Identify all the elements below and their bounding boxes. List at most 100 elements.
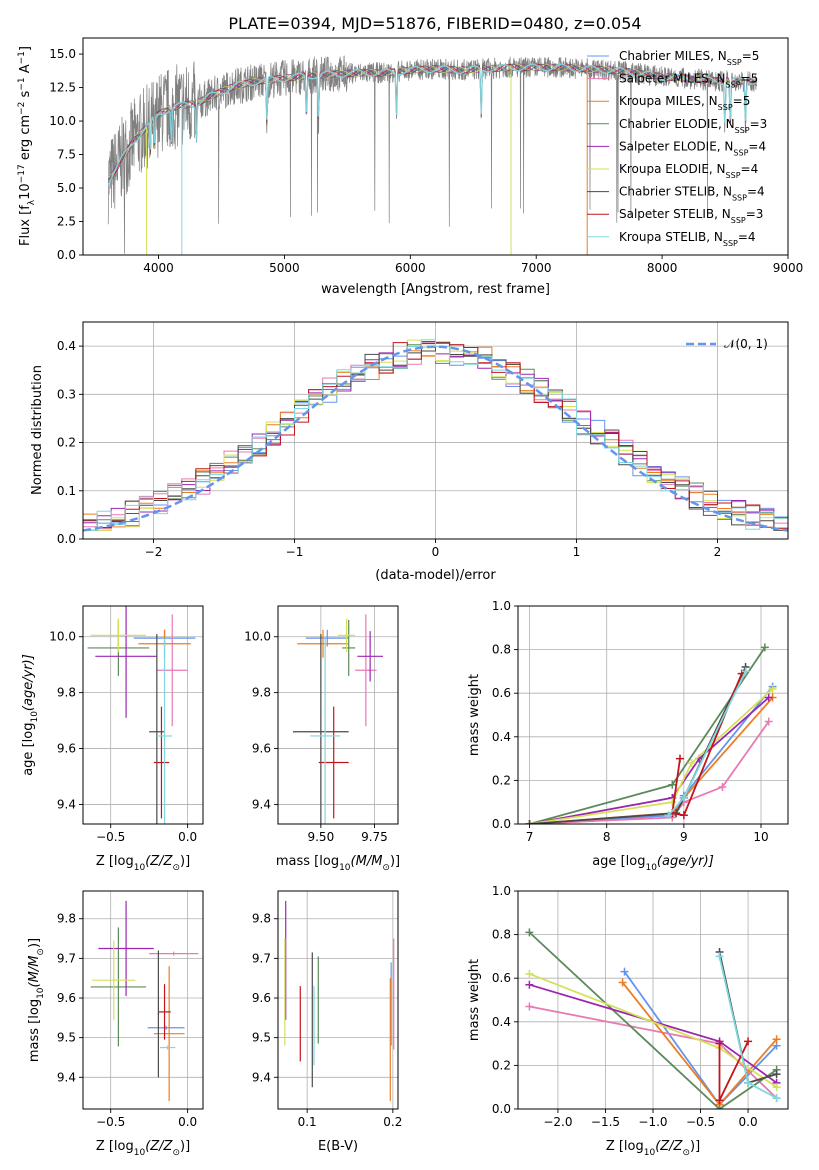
label-part: )]: [690, 1139, 700, 1154]
y-tick-label: 9.4: [57, 797, 76, 811]
axes-frame: [82, 605, 204, 825]
weight-marker: [772, 1083, 781, 1092]
label-part: 10: [36, 987, 46, 999]
y-tick-label: 0.4: [492, 730, 511, 744]
label-part: ⊙: [382, 863, 390, 873]
label-part: Z [log: [96, 1139, 134, 1154]
panel-spectrum: 4000 5000 6000 7000 8000 9000 0.0 2.5 5.0 7.5 10.0…: [17, 37, 804, 297]
label-part: ⊙: [172, 1148, 180, 1158]
legend-entry: Salpeter ELODIE, NSSP=4: [619, 139, 766, 157]
y-tick-label: 0.4: [57, 339, 76, 353]
x-tick-label: 4000: [143, 261, 174, 275]
legend-name: Kroupa ELODIE, N: [619, 162, 726, 176]
y-axis-label: mass [log10(M/M⊙)]: [27, 938, 46, 1062]
label-part: Z [log: [96, 854, 134, 869]
legend-entry: Chabrier MILES, NSSP=5: [619, 49, 759, 67]
label-part: 10: [18, 183, 33, 200]
y-tick-label: 1.0: [492, 599, 511, 613]
y-axis-label: Normed distribution: [30, 365, 45, 495]
x-axis-label: (data-model)/error: [375, 568, 496, 583]
weight-marker: [525, 928, 534, 937]
legend-ssp: SSP: [723, 238, 738, 247]
y-tick-label: 0.0: [57, 532, 76, 546]
legend-ssp: SSP: [732, 193, 747, 202]
legend-name: Salpeter STELIB, N: [619, 207, 731, 221]
plot-area: [83, 606, 203, 824]
weight-marker: [525, 1002, 534, 1011]
legend-name: Chabrier STELIB, N: [619, 185, 732, 199]
y-tick-label: 9.5: [57, 1031, 76, 1045]
x-tick-label: −0.5: [96, 830, 125, 844]
weight-marker: [744, 1037, 753, 1046]
label-part: −17: [17, 164, 27, 183]
label-part: 10: [339, 863, 351, 873]
x-tick-label: 9000: [773, 261, 804, 275]
weight-marker: [525, 969, 534, 978]
y-tick-label: 10.0: [49, 114, 76, 128]
y-tick-label: 0.8: [492, 928, 511, 942]
weight-marker: [715, 1096, 724, 1105]
x-tick-label: 0.2: [383, 1115, 402, 1129]
plot-content: [525, 643, 777, 824]
y-axis-label: age [log10(age/yr)]: [21, 654, 40, 776]
label-part: ⊙: [172, 863, 180, 873]
weight-marker: [772, 1094, 781, 1103]
x-tick-label: −1.5: [591, 1115, 620, 1129]
plot-content: [90, 900, 199, 1102]
y-tick-label: 0.2: [57, 436, 76, 450]
x-axis-label: Z [log10(Z/Z⊙)]: [96, 854, 190, 873]
x-axis-label: mass [log10(M/M⊙)]: [276, 854, 400, 873]
y-tick-label: 0.2: [492, 773, 511, 787]
weight-marker: [768, 684, 777, 693]
weight-marker: [764, 693, 773, 702]
panel-mass_vs_Z: −0.5 0.09.49.59.69.79.8Z [log10(Z/Z⊙)]mas…: [27, 890, 204, 1158]
y-tick-label: 0.4: [492, 1015, 511, 1029]
weight-marker: [668, 798, 677, 807]
panel-mass_vs_EBV: 0.1 0.2 9.4 9.5 9.6 9.7 9.8 E(B-V): [252, 890, 402, 1154]
legend-entry: Kroupa STELIB, NSSP=4: [619, 230, 756, 248]
x-tick-label: 0.0: [178, 1115, 197, 1129]
model-spectrum: [107, 63, 757, 181]
legend-ssp: SSP: [733, 148, 748, 157]
weight-marker: [525, 820, 534, 824]
label-part: erg cm: [18, 115, 33, 164]
y-tick-label: 5.0: [57, 181, 76, 195]
x-tick-label: −1.0: [638, 1115, 667, 1129]
legend-name: Kroupa STELIB, N: [619, 230, 723, 244]
label-part: A: [18, 64, 33, 77]
weight-marker: [764, 717, 773, 726]
y-axis-label: mass weight: [467, 959, 482, 1041]
model-spectrum: [107, 63, 757, 186]
y-tick-label: 15.0: [49, 47, 76, 61]
legend-ssp: SSP: [718, 103, 733, 112]
model-spectrum: [107, 63, 757, 180]
y-tick-label: 0.0: [57, 248, 76, 262]
legend-entry: Salpeter MILES, NSSP=5: [619, 72, 758, 90]
y-tick-label: 0.0: [492, 817, 511, 831]
legend-ssp: SSP: [726, 80, 741, 89]
axes-frame: [82, 37, 789, 256]
y-tick-label: 0.2: [492, 1058, 511, 1072]
label-part: (Z/Z: [655, 1139, 683, 1154]
x-tick-label: 8000: [647, 261, 678, 275]
panel-age_vs_Z: −0.5 0.09.49.69.810.0Z [log10(Z/Z⊙)]age […: [21, 605, 204, 873]
legend-nssp: =4: [741, 162, 759, 176]
x-axis-label: E(B-V): [318, 1139, 358, 1154]
weight-line: [529, 696, 770, 824]
model-spectrum: [107, 63, 757, 179]
x-tick-label: 7: [526, 830, 534, 844]
y-tick-label: 9.8: [57, 912, 76, 926]
weight-marker: [715, 1105, 724, 1109]
y-tick-label: 9.6: [252, 991, 271, 1005]
x-tick-label: 9.50: [307, 830, 334, 844]
y-tick-label: 0.1: [57, 484, 76, 498]
x-tick-label: 5000: [269, 261, 300, 275]
panels: 4000 5000 6000 7000 8000 90000.02.55.07.510.0…: [17, 37, 804, 1158]
y-tick-label: 9.6: [57, 991, 76, 1005]
plot-content: [83, 339, 788, 539]
label-part: 10: [644, 1148, 656, 1158]
y-tick-label: 7.5: [57, 148, 76, 162]
x-tick-label: −2.0: [543, 1115, 572, 1129]
